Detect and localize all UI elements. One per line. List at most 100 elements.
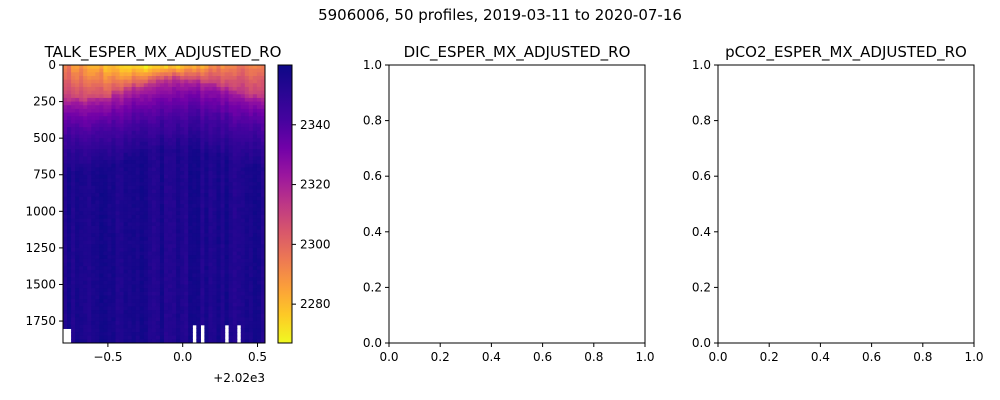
heatmap-cell: [200, 94, 205, 99]
heatmap-cell: [123, 229, 129, 234]
heatmap-cell: [131, 273, 137, 278]
heatmap-cell: [212, 339, 218, 343]
heatmap-cell: [244, 86, 250, 92]
heatmap-cell: [75, 83, 80, 88]
heatmap-cell: [155, 182, 161, 187]
heatmap-cell: [192, 321, 197, 326]
heatmap-cell: [119, 255, 125, 260]
heatmap-cell: [188, 171, 193, 176]
heatmap-cell: [208, 277, 214, 282]
heatmap-cell: [87, 171, 92, 176]
heatmap-cell: [176, 284, 181, 289]
heatmap-cell: [256, 251, 262, 256]
heatmap-cell: [91, 185, 96, 190]
heatmap-cell: [91, 163, 96, 169]
heatmap-cell: [151, 185, 157, 190]
heatmap-cell: [79, 218, 84, 223]
heatmap-cell: [79, 193, 84, 198]
heatmap-cell: [216, 83, 222, 88]
heatmap-cell: [79, 332, 84, 337]
heatmap-cell: [196, 299, 201, 304]
heatmap-cell: [224, 284, 230, 289]
heatmap-cell: [123, 207, 129, 212]
heatmap-cell: [131, 130, 137, 136]
heatmap-cell: [79, 306, 84, 311]
heatmap-cell: [232, 229, 238, 234]
heatmap-cell: [115, 167, 121, 172]
heatmap-cell: [248, 291, 254, 297]
heatmap-cell: [151, 229, 157, 234]
heatmap-cell: [119, 105, 125, 110]
heatmap-cell: [91, 182, 96, 187]
heatmap-cell: [63, 211, 68, 216]
heatmap-cell: [75, 171, 80, 176]
heatmap-cell: [224, 130, 230, 136]
heatmap-cell: [135, 200, 141, 205]
heatmap-cell: [188, 332, 193, 337]
heatmap-cell: [111, 291, 117, 297]
heatmap-cell: [184, 171, 189, 176]
heatmap-cell: [208, 72, 214, 77]
heatmap-cell: [111, 262, 117, 267]
heatmap-cell: [252, 317, 258, 322]
heatmap-cell: [63, 112, 68, 117]
heatmap-cell: [75, 72, 80, 77]
heatmap-cell: [119, 200, 125, 205]
heatmap-cell: [131, 189, 137, 194]
heatmap-cell: [103, 332, 109, 337]
heatmap-cell: [139, 189, 145, 194]
heatmap-cell: [75, 328, 80, 333]
heatmap-cell: [208, 262, 214, 267]
heatmap-cell: [188, 251, 193, 256]
heatmap-cell: [188, 108, 193, 114]
heatmap-cell: [172, 185, 177, 190]
heatmap-cell: [216, 291, 222, 297]
heatmap-cell: [147, 328, 153, 333]
heatmap-cell: [244, 204, 250, 209]
heatmap-cell: [63, 284, 68, 289]
heatmap-cell: [79, 156, 84, 161]
heatmap-cell: [139, 207, 145, 212]
heatmap-cell: [95, 130, 100, 136]
heatmap-cell: [99, 244, 104, 249]
heatmap-cell: [220, 273, 226, 278]
heatmap-cell: [184, 145, 189, 150]
y-tick-label: 0.4: [692, 225, 711, 239]
heatmap-cell: [99, 112, 104, 117]
heatmap-cell: [192, 277, 197, 282]
heatmap-cell: [63, 193, 68, 198]
heatmap-cell: [180, 160, 185, 165]
heatmap-cell: [131, 182, 137, 187]
heatmap-cell: [228, 222, 234, 227]
heatmap-cell: [63, 130, 68, 136]
heatmap-cell: [204, 332, 210, 337]
heatmap-cell: [79, 127, 84, 132]
heatmap-cell: [172, 178, 177, 183]
heatmap-cell: [135, 339, 141, 343]
heatmap-cell: [220, 152, 226, 158]
heatmap-cell: [143, 193, 149, 198]
heatmap-cell: [107, 277, 113, 282]
heatmap-cell: [204, 149, 210, 154]
heatmap-cell: [83, 273, 88, 278]
heatmap-cell: [115, 72, 121, 77]
heatmap-cell: [127, 119, 133, 125]
heatmap-cell: [95, 123, 100, 128]
heatmap-cell: [228, 112, 234, 117]
heatmap-cell: [248, 328, 254, 333]
heatmap-cell: [240, 196, 246, 201]
heatmap-cell: [224, 193, 230, 198]
heatmap-cell: [131, 138, 137, 143]
heatmap-cell: [135, 90, 141, 95]
heatmap-cell: [236, 94, 242, 99]
heatmap-cell: [75, 255, 80, 260]
heatmap-cell: [139, 255, 145, 260]
heatmap-cell: [216, 302, 222, 308]
heatmap-cell: [228, 328, 234, 333]
heatmap-cell: [143, 255, 149, 260]
heatmap-cell: [212, 196, 218, 201]
heatmap-cell: [71, 116, 76, 121]
heatmap-cell: [99, 288, 104, 293]
heatmap-cell: [172, 101, 177, 106]
heatmap-cell: [204, 123, 210, 128]
